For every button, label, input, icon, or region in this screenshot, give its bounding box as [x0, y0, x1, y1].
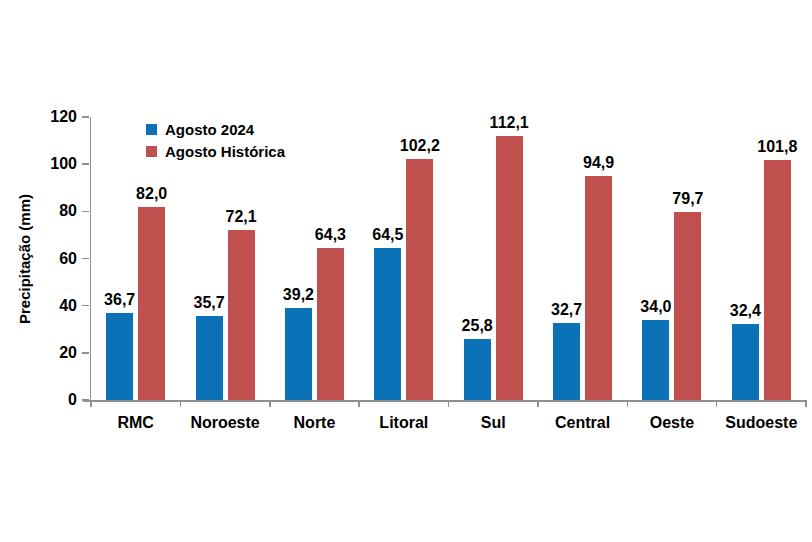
- category-label: Central: [538, 414, 627, 432]
- x-axis-line: [83, 400, 807, 402]
- y-tick: [82, 116, 89, 118]
- x-tick: [537, 400, 539, 407]
- y-tick-label: 40: [59, 298, 77, 314]
- bar-historical: [674, 212, 701, 400]
- bar-value-label: 101,8: [757, 139, 797, 155]
- bar-value-label: 34,0: [640, 299, 671, 315]
- x-tick: [805, 400, 807, 407]
- bar-current: [285, 308, 312, 400]
- category-label: Sul: [449, 414, 538, 432]
- x-tick: [716, 400, 718, 407]
- bar-value-label: 36,7: [104, 292, 135, 308]
- bar-current: [374, 248, 401, 400]
- x-tick: [180, 400, 182, 407]
- bar-historical: [228, 230, 255, 400]
- category-label: Norte: [270, 414, 359, 432]
- bar-value-label: 72,1: [225, 209, 256, 225]
- category-group: 64,5102,2Litoral: [359, 117, 448, 400]
- y-tick-label: 120: [50, 109, 77, 125]
- legend-item: Agosto 2024: [146, 122, 285, 137]
- bar-historical: [764, 160, 791, 400]
- bar-historical: [317, 248, 344, 400]
- y-tick: [82, 352, 89, 354]
- bar-value-label: 64,5: [372, 227, 403, 243]
- category-label: Litoral: [359, 414, 448, 432]
- bar-value-label: 82,0: [136, 186, 167, 202]
- bar-value-label: 25,8: [462, 318, 493, 334]
- legend-label: Agosto Histórica: [165, 144, 285, 159]
- category-label: Noroeste: [180, 414, 269, 432]
- category-label: Sudoeste: [717, 414, 806, 432]
- y-tick-label: 100: [50, 156, 77, 172]
- category-group: 32,4101,8Sudoeste: [717, 117, 806, 400]
- y-tick-label: 20: [59, 345, 77, 361]
- y-axis-title: Precipitação (mm): [16, 194, 33, 324]
- bar-value-label: 39,2: [283, 287, 314, 303]
- x-tick: [90, 400, 92, 407]
- legend-swatch: [146, 124, 157, 135]
- plot-area: 02040608010012036,782,0RMC35,772,1Noroes…: [91, 117, 806, 400]
- y-tick: [82, 305, 89, 307]
- y-tick: [82, 399, 89, 401]
- y-tick: [82, 258, 89, 260]
- y-tick: [82, 211, 89, 213]
- x-tick: [358, 400, 360, 407]
- bar-value-label: 102,2: [400, 138, 440, 154]
- legend-label: Agosto 2024: [165, 122, 254, 137]
- category-label: Oeste: [627, 414, 716, 432]
- category-group: 32,794,9Central: [538, 117, 627, 400]
- bar-current: [106, 313, 133, 400]
- bar-current: [196, 316, 223, 400]
- y-tick-label: 0: [68, 392, 77, 408]
- bar-current: [464, 339, 491, 400]
- legend-item: Agosto Histórica: [146, 144, 285, 159]
- bar-historical: [406, 159, 433, 400]
- bar-value-label: 35,7: [193, 295, 224, 311]
- legend-swatch: [146, 146, 157, 157]
- y-tick: [82, 163, 89, 165]
- bar-value-label: 79,7: [672, 191, 703, 207]
- y-tick-label: 80: [59, 203, 77, 219]
- category-group: 25,8112,1Sul: [449, 117, 538, 400]
- legend: Agosto 2024 Agosto Histórica: [146, 122, 285, 166]
- bar-value-label: 112,1: [490, 115, 529, 131]
- x-tick: [627, 400, 629, 407]
- bar-historical: [496, 136, 523, 400]
- bar-value-label: 94,9: [583, 155, 614, 171]
- precipitation-bar-chart: Precipitação (mm) 0 20 40 60 80 100 120 36,7 82,…: [0, 0, 812, 542]
- bar-current: [553, 323, 580, 400]
- x-tick: [448, 400, 450, 407]
- bar-historical: [585, 176, 612, 400]
- bar-current: [732, 324, 759, 400]
- bar-value-label: 32,4: [730, 303, 761, 319]
- category-group: 34,079,7Oeste: [627, 117, 716, 400]
- bar-historical: [138, 207, 165, 400]
- y-tick-label: 60: [59, 251, 77, 267]
- bar-value-label: 32,7: [551, 302, 582, 318]
- x-tick: [269, 400, 271, 407]
- bar-current: [642, 320, 669, 400]
- category-label: RMC: [91, 414, 180, 432]
- bar-value-label: 64,3: [315, 227, 346, 243]
